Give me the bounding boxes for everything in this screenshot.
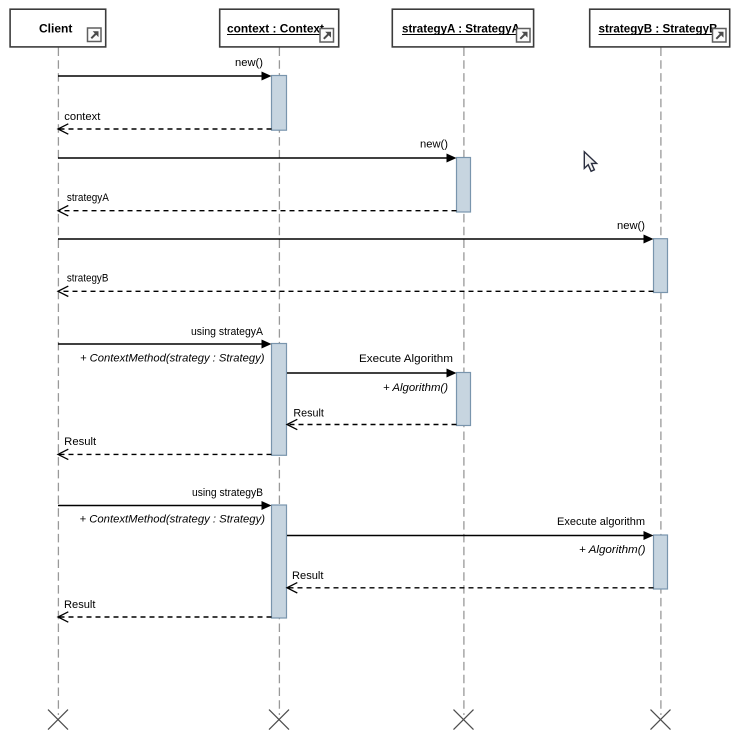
svg-text:context : Context: context : Context bbox=[227, 22, 324, 36]
svg-text:strategyB : StrategyB: strategyB : StrategyB bbox=[599, 22, 718, 36]
svg-text:Result: Result bbox=[64, 436, 96, 448]
svg-text:context: context bbox=[64, 111, 100, 123]
svg-text:strategyB: strategyB bbox=[67, 273, 109, 285]
svg-text:Result: Result bbox=[293, 408, 324, 420]
svg-text:+ Algorithm(): + Algorithm() bbox=[579, 544, 646, 556]
svg-text:Result: Result bbox=[292, 570, 324, 582]
svg-text:strategyA: strategyA bbox=[67, 192, 110, 204]
svg-text:strategyA : StrategyA: strategyA : StrategyA bbox=[402, 22, 520, 36]
svg-text:using strategyA: using strategyA bbox=[191, 326, 264, 338]
svg-text:Execute algorithm: Execute algorithm bbox=[557, 516, 645, 528]
svg-text:+ ContextMethod(strategy : Str: + ContextMethod(strategy : Strategy) bbox=[80, 353, 265, 365]
svg-text:new(): new() bbox=[235, 57, 263, 69]
svg-text:using strategyB: using strategyB bbox=[192, 487, 263, 499]
svg-text:+ Algorithm(): + Algorithm() bbox=[383, 382, 448, 394]
svg-text:Execute Algorithm: Execute Algorithm bbox=[359, 353, 453, 365]
svg-text:+ ContextMethod(strategy : Str: + ContextMethod(strategy : Strategy) bbox=[80, 513, 266, 525]
svg-text:new(): new() bbox=[420, 139, 448, 151]
svg-text:Result: Result bbox=[64, 599, 96, 611]
svg-text:Client: Client bbox=[39, 22, 72, 36]
svg-text:new(): new() bbox=[617, 220, 645, 232]
